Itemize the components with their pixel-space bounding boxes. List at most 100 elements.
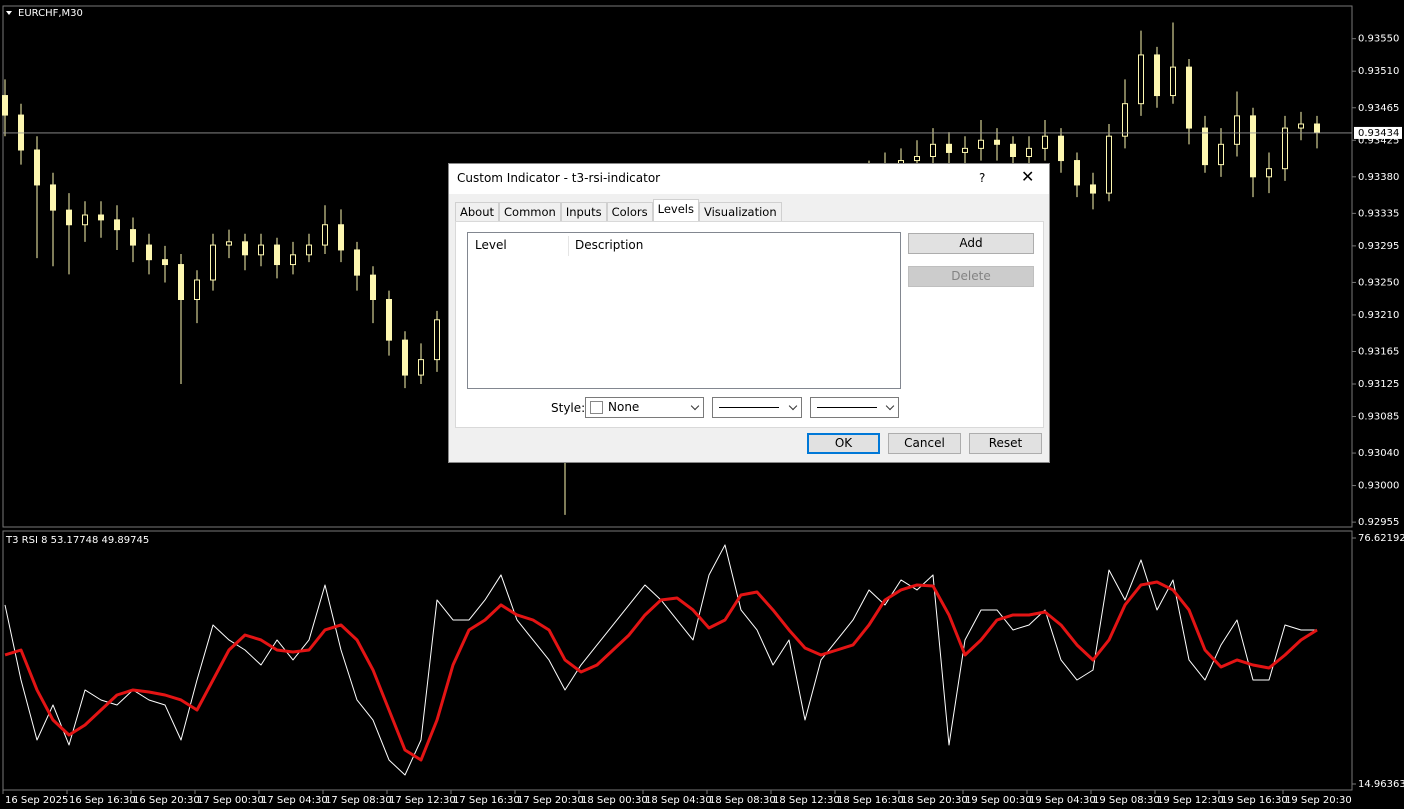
- help-button[interactable]: ?: [979, 171, 986, 185]
- reset-button[interactable]: Reset: [969, 433, 1042, 454]
- y-tick-label: 0.93380: [1358, 172, 1399, 183]
- candle-body: [306, 244, 312, 256]
- dialog-title: Custom Indicator - t3-rsi-indicator: [457, 171, 661, 185]
- candle-body: [242, 241, 248, 256]
- candle-body: [434, 319, 440, 361]
- delete-button: Delete: [908, 266, 1034, 287]
- candle-body: [930, 143, 936, 157]
- candle-body: [98, 214, 104, 221]
- candle-body: [1250, 115, 1256, 178]
- candle-body: [1186, 66, 1192, 129]
- y-tick-label: 0.93165: [1358, 347, 1399, 358]
- candle-body: [386, 299, 392, 341]
- collapse-arrow[interactable]: [6, 11, 12, 15]
- title-bar: Custom Indicator - t3-rsi-indicator ? ✕: [449, 164, 1049, 194]
- candle-body: [178, 264, 184, 300]
- tab[interactable]: Colors: [606, 202, 653, 221]
- y-tick-label: 0.93210: [1358, 310, 1399, 321]
- indicator-line: [4, 544, 1317, 776]
- x-tick-label: 19 Sep 08:30: [1093, 795, 1160, 806]
- candle-body: [1266, 168, 1272, 178]
- cancel-button[interactable]: Cancel: [888, 433, 961, 454]
- candle-body: [1122, 103, 1128, 137]
- line-style-select[interactable]: [712, 397, 802, 418]
- indicator-frame: [2, 530, 1353, 791]
- candle-body: [34, 149, 40, 186]
- y-tick-label: 0.93425: [1358, 135, 1399, 146]
- close-button[interactable]: ✕: [1021, 167, 1035, 186]
- x-tick-label: 18 Sep 20:30: [901, 795, 968, 806]
- candle-body: [1314, 123, 1320, 133]
- candle-body: [226, 241, 232, 246]
- line-sample: [719, 407, 779, 408]
- candle-body: [130, 229, 136, 246]
- levels-list[interactable]: Level Description: [467, 232, 901, 389]
- candle-body: [146, 244, 152, 261]
- column-header[interactable]: Level: [475, 238, 507, 252]
- levels-panel: Level Description Add Delete Style: None: [455, 221, 1044, 428]
- y-tick-label: 0.93000: [1358, 481, 1399, 492]
- candle-body: [258, 244, 264, 256]
- x-tick-label: 18 Sep 00:30: [581, 795, 648, 806]
- candle-body: [274, 244, 280, 266]
- y-tick-label: 0.93125: [1358, 379, 1399, 390]
- candle-body: [1058, 135, 1064, 162]
- candle-body: [1202, 127, 1208, 166]
- tab-strip: About Common Inputs Colors Levels Visual…: [455, 199, 782, 221]
- color-swatch: [590, 401, 603, 414]
- candle-body: [162, 259, 168, 266]
- candle-body: [1234, 115, 1240, 145]
- candle-body: [338, 224, 344, 251]
- x-tick-label: 18 Sep 04:30: [645, 795, 712, 806]
- candle-body: [962, 147, 968, 153]
- candle-body: [1106, 135, 1112, 194]
- y-tick-label: 0.92955: [1358, 517, 1399, 528]
- tab-active[interactable]: Levels: [652, 199, 699, 221]
- candle-body: [1154, 54, 1160, 97]
- candle-body: [1026, 147, 1032, 157]
- candle-body: [946, 143, 952, 153]
- y-tick-label: 0.93510: [1358, 66, 1399, 77]
- x-tick-label: 17 Sep 12:30: [389, 795, 456, 806]
- candle-body: [402, 339, 408, 376]
- column-divider: [568, 236, 569, 256]
- x-tick-label: 17 Sep 00:30: [197, 795, 264, 806]
- tab[interactable]: Visualization: [698, 202, 782, 221]
- ok-button[interactable]: OK: [807, 433, 880, 454]
- candle-body: [82, 214, 88, 226]
- indicator-dialog: Custom Indicator - t3-rsi-indicator ? ✕ …: [448, 163, 1050, 463]
- x-tick-label: 19 Sep 04:30: [1029, 795, 1096, 806]
- x-tick-label: 16 Sep 20:30: [133, 795, 200, 806]
- candle-body: [1074, 160, 1080, 186]
- tab[interactable]: Inputs: [560, 202, 607, 221]
- candle-body: [114, 219, 120, 231]
- y-tick-label: 0.93295: [1358, 241, 1399, 252]
- y-tick-label: 76.62192: [1358, 533, 1404, 544]
- column-header[interactable]: Description: [575, 238, 644, 252]
- y-tick-label: 14.96363: [1358, 779, 1404, 790]
- x-tick-label: 19 Sep 20:30: [1285, 795, 1352, 806]
- tab[interactable]: About: [455, 202, 500, 221]
- add-button[interactable]: Add: [908, 233, 1034, 254]
- candle-body: [1282, 127, 1288, 170]
- symbol-title: EURCHF,M30: [18, 8, 83, 19]
- color-value: None: [608, 400, 640, 414]
- line-width-select[interactable]: [810, 397, 899, 418]
- x-tick-label: 17 Sep 08:30: [325, 795, 392, 806]
- x-tick-label: 17 Sep 20:30: [517, 795, 584, 806]
- candle-body: [194, 279, 200, 300]
- tab[interactable]: Common: [499, 202, 561, 221]
- candle-body: [978, 139, 984, 149]
- candle-body: [1042, 135, 1048, 149]
- candle-body: [210, 244, 216, 281]
- x-tick-label: 19 Sep 00:30: [965, 795, 1032, 806]
- x-tick-label: 19 Sep 12:30: [1157, 795, 1224, 806]
- color-select[interactable]: None: [585, 397, 704, 418]
- last-price-label: 0.93434: [1358, 128, 1399, 139]
- y-tick-label: 0.93250: [1358, 277, 1399, 288]
- candle-body: [994, 139, 1000, 145]
- indicator-line: [4, 580, 1318, 762]
- x-tick-label: 19 Sep 16:30: [1221, 795, 1288, 806]
- candle-body: [18, 114, 24, 151]
